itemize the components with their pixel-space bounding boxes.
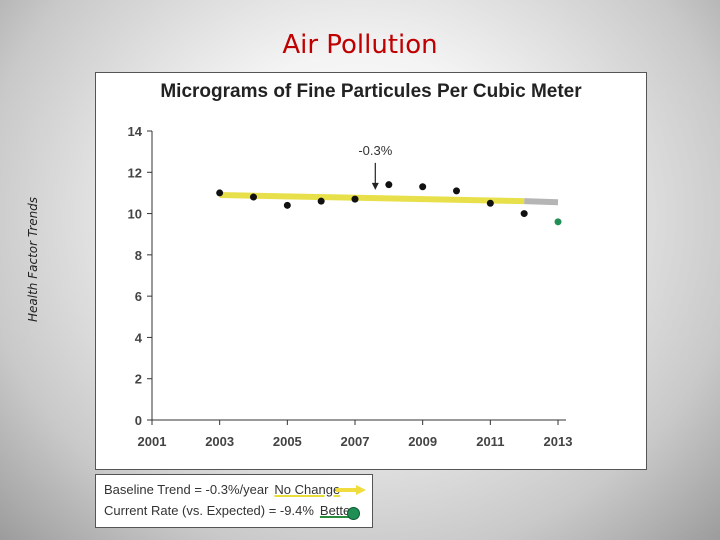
data-point — [486, 199, 494, 207]
x-tick-label: 2009 — [408, 434, 437, 449]
chart-title: Micrograms of Fine Particules Per Cubic … — [160, 81, 582, 102]
x-tick-label: 2003 — [205, 434, 234, 449]
legend-current-row: Current Rate (vs. Expected) = -9.4% Bette… — [104, 503, 355, 521]
y-tick-label: 2 — [135, 372, 142, 387]
legend-baseline-label: Baseline Trend = -0.3%/year — [104, 482, 269, 497]
current-rate-point — [554, 218, 562, 226]
y-tick-label: 8 — [135, 248, 142, 263]
x-tick-label: 2013 — [544, 434, 573, 449]
data-point — [250, 193, 257, 201]
legend-baseline-row: Baseline Trend = -0.3%/year No Change — [104, 482, 340, 500]
x-tick-label: 2007 — [341, 434, 370, 449]
pollution-chart: Micrograms of Fine Particules Per Cubic … — [128, 81, 583, 449]
x-tick-label: 2005 — [273, 434, 302, 449]
x-tick-label: 2011 — [476, 434, 504, 449]
chart-axes: 0 2 4 6 8 10 12 14 2001 2003 2005 2007 2009 2011 2013 — [128, 124, 573, 449]
legend-current-status: Better — [319, 503, 355, 518]
annotation-arrow-head — [371, 182, 379, 190]
trend-extension-line — [524, 198, 559, 206]
legend-box: Baseline Trend = -0.3%/year No Change Cur… — [95, 474, 373, 528]
y-tick-label: 6 — [135, 289, 142, 304]
legend-baseline-status: No Change — [274, 482, 341, 497]
y-tick-label: 14 — [128, 124, 143, 139]
data-point — [385, 181, 393, 189]
x-tick-label: 2001 — [138, 434, 167, 449]
y-tick-label: 4 — [135, 330, 143, 345]
data-point — [419, 183, 427, 191]
data-point — [216, 189, 224, 197]
side-label: Health Factor Trends — [26, 196, 40, 322]
y-tick-label: 10 — [128, 207, 142, 222]
baseline-trend-line — [219, 191, 525, 205]
green-dot-icon — [347, 507, 360, 520]
chart-marks: -0.3% — [216, 143, 562, 226]
data-point — [520, 210, 528, 218]
slide-title: Air Pollution — [282, 30, 438, 60]
legend-current-label: Current Rate (vs. Expected) = -9.4% — [104, 503, 314, 518]
chart-panel: Micrograms of Fine Particules Per Cubic … — [95, 72, 647, 470]
arrow-right-icon — [336, 485, 366, 495]
y-tick-label: 0 — [135, 413, 142, 428]
data-point — [283, 201, 291, 209]
annotation-label: -0.3% — [358, 143, 392, 158]
data-point — [453, 187, 460, 195]
data-point — [351, 195, 359, 203]
y-tick-label: 12 — [128, 165, 142, 180]
data-point — [317, 197, 325, 205]
